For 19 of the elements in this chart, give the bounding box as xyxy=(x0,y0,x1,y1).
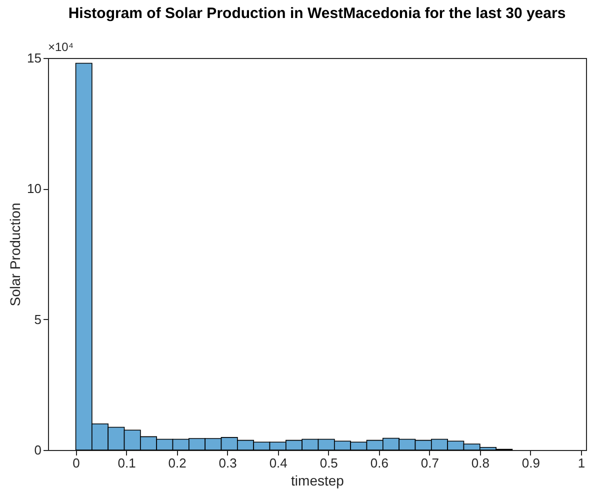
x-tick-label: 0 xyxy=(72,456,80,470)
y-axis-title: Solar Production xyxy=(7,202,24,306)
x-axis-title: timestep xyxy=(291,472,344,488)
x-tick-label: 0.3 xyxy=(218,456,237,470)
y-tick-label: 5 xyxy=(34,312,42,327)
x-tick-label: 0.1 xyxy=(118,456,136,470)
x-tick-label: 0.4 xyxy=(269,456,288,470)
y-tick-label: 10 xyxy=(27,181,42,196)
x-tick-label: 0.2 xyxy=(168,456,186,470)
x-tick-label: 0.7 xyxy=(420,456,439,470)
x-tick-label: 0.9 xyxy=(522,456,540,470)
x-tick-label: 0.6 xyxy=(370,456,388,470)
x-tick-label: 0.5 xyxy=(320,456,338,470)
x-tick-label: 1 xyxy=(578,456,586,470)
text: ×10⁴ xyxy=(48,40,74,54)
y-tick-label: 0 xyxy=(34,442,42,458)
chart-title: Histogram of Solar Production in WestMacedonia for the last 30 years xyxy=(68,5,566,22)
x-tick-label: 0.8 xyxy=(471,456,490,470)
y-tick-label: 15 xyxy=(27,50,42,66)
